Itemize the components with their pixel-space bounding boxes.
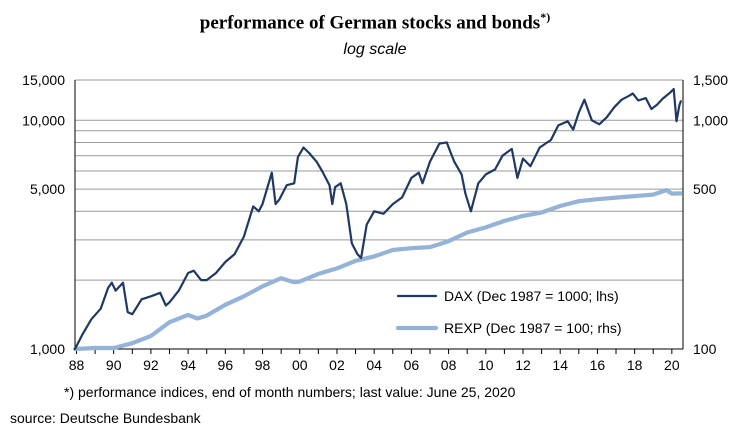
x-tick-label: 18 <box>627 357 643 373</box>
y-left-tick-label: 15,000 <box>22 72 65 88</box>
y-right-tick-label: 1,000 <box>693 112 728 128</box>
x-tick-label: 12 <box>515 357 531 373</box>
y-right-tick-label: 500 <box>693 181 717 197</box>
x-tick-label: 06 <box>404 357 420 373</box>
y-left-tick-label: 5,000 <box>30 181 65 197</box>
chart-title: performance of German stocks and bonds*) <box>0 10 750 34</box>
dax-series-line <box>73 87 682 351</box>
y-right-tick-label: 1,500 <box>693 72 728 88</box>
rexp-series-line <box>72 188 683 352</box>
legend: DAX (Dec 1987 = 1000; lhs) REXP (Dec 1987… <box>395 288 622 336</box>
y-left-tick-label: 10,000 <box>22 112 65 128</box>
plot-frame <box>74 80 684 350</box>
x-tick-label: 92 <box>143 357 159 373</box>
y-left-tick-label: 1,000 <box>30 341 65 357</box>
source-note: source: Deutsche Bundesbank <box>10 410 201 426</box>
legend-label: REXP (Dec 1987 = 100; rhs) <box>444 320 622 336</box>
x-tick-label: 90 <box>106 357 122 373</box>
x-tick-label: 02 <box>329 357 345 373</box>
x-tick-label: 16 <box>590 357 606 373</box>
x-tick-label: 00 <box>292 357 308 373</box>
legend-item-rexp: REXP (Dec 1987 = 100; rhs) <box>395 320 622 336</box>
x-tick-label: 14 <box>552 357 568 373</box>
series-layer <box>72 87 683 352</box>
chart-subtitle: log scale <box>343 41 407 58</box>
axis-ticks: 88 90 92 94 96 98 00 02 04 06 08 10 12 14 16 18 20 1,000 5… <box>22 72 728 373</box>
x-tick-label: 88 <box>69 357 85 373</box>
y-right-tick-label: 100 <box>693 341 717 357</box>
x-tick-label: 96 <box>218 357 234 373</box>
x-tick-label: 98 <box>255 357 271 373</box>
footnote: *) performance indices, end of month num… <box>64 384 516 400</box>
x-tick-label: 94 <box>180 357 196 373</box>
legend-label: DAX (Dec 1987 = 1000; lhs) <box>444 288 619 304</box>
x-tick-label: 20 <box>664 357 680 373</box>
chart-title-text: performance of German stocks and bonds <box>199 12 541 34</box>
x-tick-label: 10 <box>478 357 494 373</box>
x-tick-label: 08 <box>441 357 457 373</box>
legend-item-dax: DAX (Dec 1987 = 1000; lhs) <box>396 288 619 304</box>
chart-title-marker: *) <box>540 10 551 24</box>
x-tick-label: 04 <box>366 357 382 373</box>
